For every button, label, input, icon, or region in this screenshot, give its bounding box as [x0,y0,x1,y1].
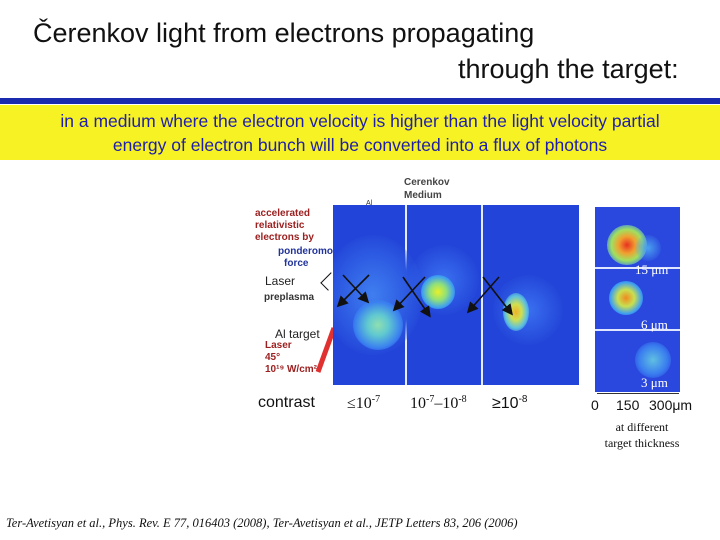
inset-divider [595,329,680,331]
thickness-insets: 15 μm 6 μm 3 μm [595,207,680,392]
contrast-base: 10 [410,395,426,412]
al-target-label: Al target [275,327,320,341]
beam-arrows [336,274,513,318]
subtitle-line-1: in a medium where the electron velocity … [60,111,660,131]
contrast-label: contrast [258,394,315,411]
cherenkov-image [333,205,579,385]
side-label: relativistic [255,220,305,231]
laser-label: Laser [265,274,296,288]
cerenkov-header-label: Cerenkov [404,177,450,188]
side-label: 10¹⁹ W/cm² [265,364,317,375]
subtitle-line-2: energy of electron bunch will be convert… [112,135,608,155]
inset-spot [609,281,643,315]
contrast-base: ≥10 [492,395,519,412]
scale-tick: 300μm [649,397,693,413]
side-label: electrons by [255,232,314,243]
subtitle-highlight [0,105,720,160]
side-label: Laser [265,340,292,351]
side-label: 45° [265,352,281,363]
glow-spot [421,275,455,309]
figure-caption: at different target thickness [586,419,698,451]
side-label: force [284,258,309,269]
contrast-value-2: 10-7–10-8 [410,394,467,413]
thickness-label: 15 μm [635,262,669,277]
contrast-value-3: ≥10-8 [492,394,527,413]
scale-tick: 150 [616,397,640,413]
side-label: ponderomotive [278,246,351,257]
title-divider [0,98,720,104]
title-line-1: Čerenkov light from electrons propagatin… [33,18,535,48]
caption-line-1: at different [615,420,669,434]
subtitle: in a medium where the electron velocity … [0,109,720,157]
side-label: preplasma [264,292,315,303]
thickness-label: 6 μm [641,317,668,332]
caption-line-2: target thickness [604,436,680,450]
contrast-base: ≤10 [347,395,372,412]
image-divider [481,205,483,385]
schematic-panel: accelerated relativistic electrons by po… [250,202,350,388]
scale-tick: 0 [591,397,599,413]
reference-citation: Ter-Avetisyan et al., Phys. Rev. E 77, 0… [6,516,518,530]
scale-axis [597,393,679,394]
title-line-2: through the target: [458,54,679,84]
laser-beam-icon [315,327,337,373]
contrast-value-1: ≤10-7 [347,394,380,413]
thickness-label: 3 μm [641,375,668,390]
side-label: accelerated [255,208,311,219]
inset-spot [635,235,661,261]
inset-divider [595,267,680,269]
contrast-exponent: -8 [518,394,528,405]
contrast-exponent: -7 [426,394,435,405]
inset-spot [635,342,671,378]
al-mark: Al [366,200,373,207]
contrast-base: –10 [434,395,459,412]
contrast-exponent: -7 [371,394,381,405]
medium-header-label: Medium [404,190,442,201]
contrast-exponent: -8 [458,394,467,405]
